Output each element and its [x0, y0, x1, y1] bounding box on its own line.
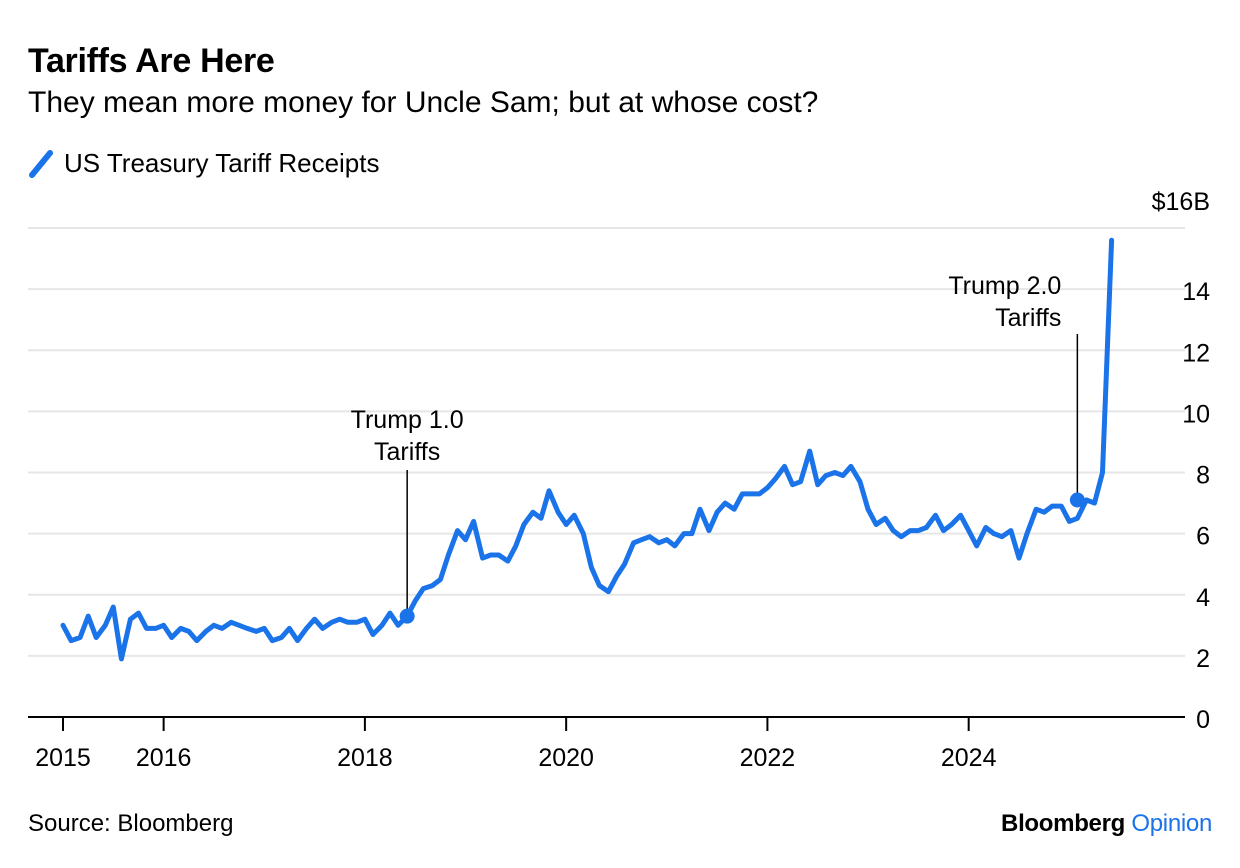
x-tick-label: 2022 — [740, 744, 796, 772]
chart-subtitle: They mean more money for Uncle Sam; but … — [28, 86, 819, 119]
y-tick-label: 10 — [1182, 400, 1210, 428]
x-tick-label: 2020 — [538, 744, 594, 772]
y-tick-label: 4 — [1196, 584, 1210, 612]
y-tick-label: 2 — [1196, 645, 1210, 673]
series-line — [60, 237, 1115, 662]
brand-logo: Bloomberg Opinion — [1001, 810, 1212, 838]
x-tick-label: 2015 — [35, 744, 91, 772]
y-tick-label: $16B — [1152, 188, 1210, 216]
x-tick-label: 2016 — [136, 744, 192, 772]
brand-accent: Opinion — [1131, 810, 1212, 837]
annotation-label: Trump 1.0 — [351, 406, 464, 434]
annotation-marker — [1069, 492, 1085, 508]
y-tick-label: 14 — [1182, 278, 1210, 306]
y-tick-label: 0 — [1196, 706, 1210, 734]
annotation-label: Tariffs — [995, 304, 1061, 332]
annotation-marker — [399, 608, 415, 624]
legend: US Treasury Tariff Receipts — [28, 148, 380, 179]
brand-name: Bloomberg — [1001, 810, 1125, 837]
x-tick-label: 2024 — [941, 744, 997, 772]
x-tick-label: 2018 — [337, 744, 393, 772]
annotation-label: Tariffs — [374, 438, 440, 466]
y-tick-label: 12 — [1182, 339, 1210, 367]
y-tick-label: 6 — [1196, 523, 1210, 551]
legend-label: US Treasury Tariff Receipts — [64, 148, 380, 178]
y-tick-label: 8 — [1196, 462, 1210, 490]
legend-swatch-icon — [29, 149, 53, 178]
source-note: Source: Bloomberg — [28, 810, 234, 837]
chart-title: Tariffs Are Here — [28, 42, 275, 80]
annotation-label: Trump 2.0 — [948, 272, 1061, 300]
